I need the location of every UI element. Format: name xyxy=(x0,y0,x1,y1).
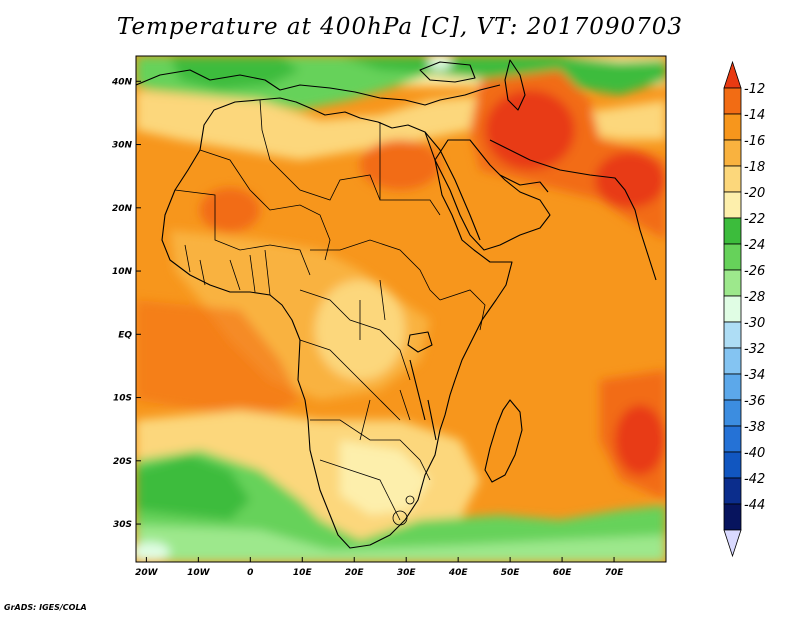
field-far-south xyxy=(136,525,666,562)
colorbar-label-5: -22 xyxy=(744,212,765,227)
lon-tick-label-9: 70E xyxy=(605,568,625,578)
colorbar-box-3 xyxy=(723,165,742,193)
colorbar-box-9 xyxy=(723,321,742,349)
country-borders xyxy=(174,99,486,526)
europe-coast xyxy=(136,69,501,106)
axis-ticks: 20W 10W 0 10E 20E 30E 40E 50E 60E 70E 40N 30N 20N 10N… xyxy=(111,77,624,578)
colorbar: -12 -14 -16 -18 -20 -22 -24 -26 -28 -30 -32 -34 -36 -… xyxy=(723,60,765,558)
lon-tick-label-6: 40E xyxy=(448,568,469,578)
field-blacksea-min xyxy=(428,56,452,70)
lake-malawi xyxy=(427,399,437,441)
colorbar-label-10: -32 xyxy=(744,342,765,357)
lat-tick-label-1: 30N xyxy=(112,141,133,151)
colorbar-label-15: -42 xyxy=(744,472,765,487)
colorbar-box-16 xyxy=(723,503,742,531)
field-caucasus-cold xyxy=(340,56,666,95)
colorbar-box-13 xyxy=(723,425,742,453)
colorbar-label-12: -36 xyxy=(744,394,765,409)
colorbar-label-8: -28 xyxy=(744,290,765,305)
africa-coastline xyxy=(161,97,513,549)
lon-tick-label-8: 60E xyxy=(553,568,573,578)
lon-tick-label-3: 10E xyxy=(293,568,313,578)
colorbar-label-6: -24 xyxy=(744,238,765,253)
coastlines-and-borders xyxy=(136,59,657,549)
caspian xyxy=(504,59,526,111)
red-sea xyxy=(424,131,481,241)
grads-credit: GrADS: IGES/COLA xyxy=(4,603,87,612)
colorbar-label-0: -12 xyxy=(744,82,765,97)
colorbar-label-3: -18 xyxy=(744,160,765,175)
colorbar-box-5 xyxy=(723,217,742,245)
colorbar-top-triangle xyxy=(723,60,742,89)
lon-tick-label-1: 10W xyxy=(187,568,211,578)
field-egypt-hot xyxy=(360,140,440,190)
arabian-peninsula xyxy=(434,139,551,251)
colorbar-label-13: -38 xyxy=(744,420,765,435)
colorbar-label-1: -14 xyxy=(744,108,765,123)
field-south-atlantic-cold xyxy=(136,455,250,520)
lon-tick-label-7: 50E xyxy=(501,568,521,578)
lon-tick-label-0: 20W xyxy=(135,568,159,578)
colorbar-label-2: -16 xyxy=(744,134,765,149)
map-title: Temperature at 400hPa [C], VT: 201709070… xyxy=(116,14,684,40)
colorbar-label-9: -30 xyxy=(744,316,765,331)
colorbar-box-8 xyxy=(723,295,742,323)
colorbar-box-10 xyxy=(723,347,742,375)
colorbar-label-16: -44 xyxy=(744,498,765,513)
black-sea xyxy=(419,61,476,83)
lat-tick-label-4: EQ xyxy=(118,330,132,340)
colorbar-box-12 xyxy=(723,399,742,427)
lake-victoria xyxy=(407,331,433,353)
lat-tick-label-3: 10N xyxy=(112,267,133,277)
temperature-field xyxy=(136,56,666,562)
madagascar xyxy=(484,399,523,483)
colorbar-box-4 xyxy=(723,191,742,219)
field-india-max xyxy=(595,152,665,208)
lat-tick-label-7: 30S xyxy=(113,520,132,530)
map-frame xyxy=(135,55,667,563)
lon-tick-label-5: 30E xyxy=(397,568,417,578)
persian-gulf xyxy=(499,174,549,193)
lon-tick-label-2: 0 xyxy=(247,568,253,578)
lat-tick-label-5: 10S xyxy=(113,394,132,404)
colorbar-box-2 xyxy=(723,139,742,167)
field-indian-ocean-max xyxy=(615,405,665,475)
iran-coast xyxy=(489,139,657,281)
colorbar-box-14 xyxy=(723,451,742,479)
field-gulf-guinea-ocean xyxy=(136,300,300,420)
colorbar-label-14: -40 xyxy=(744,446,765,461)
colorbar-box-15 xyxy=(723,477,742,505)
lake-tanganyika xyxy=(409,359,426,421)
lon-tick-label-4: 20E xyxy=(345,568,365,578)
colorbar-box-0 xyxy=(723,87,742,115)
field-kalahari xyxy=(340,440,430,515)
colorbar-label-11: -34 xyxy=(744,368,765,383)
colorbar-box-7 xyxy=(723,269,742,297)
field-iran-max xyxy=(485,90,575,170)
lat-tick-label-2: 20N xyxy=(112,204,133,214)
lat-tick-label-6: 20S xyxy=(113,457,132,467)
colorbar-bottom-triangle xyxy=(723,529,742,558)
field-south-min xyxy=(136,542,170,562)
colorbar-box-6 xyxy=(723,243,742,271)
colorbar-label-7: -26 xyxy=(744,264,765,279)
lat-tick-label-0: 40N xyxy=(111,77,133,87)
colorbar-box-1 xyxy=(723,113,742,141)
colorbar-box-11 xyxy=(723,373,742,401)
colorbar-label-4: -20 xyxy=(744,186,765,201)
